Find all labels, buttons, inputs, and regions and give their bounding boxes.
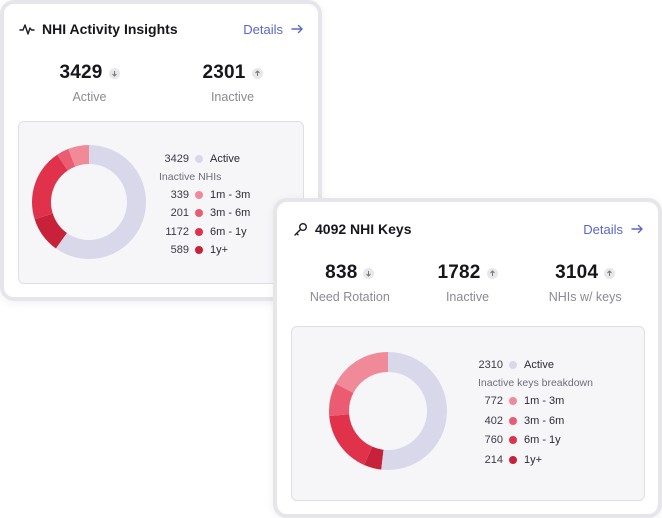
legend-dot: [509, 397, 517, 406]
legend-label: 1y+: [210, 244, 229, 257]
legend: 2310 Active Inactive keys breakdown 772 …: [478, 355, 638, 470]
legend-value: 2310: [478, 358, 503, 371]
legend-value: 402: [484, 414, 503, 427]
card-header: 4092 NHI Keys Details: [291, 220, 644, 238]
stats-row: 3429 Active 2301 Inactive: [18, 62, 304, 104]
arrow-right-icon: [291, 24, 304, 34]
donut-slice-6m-1y: [329, 414, 373, 465]
breakdown-panel: 2310 Active Inactive keys breakdown 772 …: [291, 326, 645, 501]
legend-value: 201: [170, 207, 189, 220]
arrow-up-icon: [604, 267, 616, 279]
stat-active: 3429 Active: [18, 62, 161, 104]
legend-dot: [509, 436, 517, 445]
donut-slice-6m-1y: [31, 154, 68, 220]
breakdown-panel: 3429 Active Inactive NHIs 339 1m - 3m 20…: [18, 121, 304, 284]
donut-slice-1y-: [364, 446, 384, 470]
donut-slice-3m-6m: [329, 383, 354, 416]
legend-label: 3m - 6m: [210, 207, 251, 220]
card-header: NHI Activity Insights Details: [18, 20, 304, 38]
legend-value: 760: [484, 434, 503, 447]
legend-dot: [195, 227, 203, 236]
legend-dot: [509, 360, 517, 369]
stat-label: Inactive: [445, 290, 490, 304]
donut-slice-1m-3m: [335, 352, 388, 393]
details-link[interactable]: Details: [583, 222, 644, 237]
legend-value: 3429: [164, 153, 189, 166]
details-label: Details: [243, 21, 283, 37]
stat-inactive: 1782 Inactive: [409, 262, 527, 304]
legend-label: 1m - 3m: [524, 395, 565, 408]
stat-value: 838: [325, 262, 358, 283]
activity-pulse-icon: [18, 20, 36, 38]
stat-value: 3429: [59, 62, 103, 83]
legend-dot: [195, 190, 203, 199]
stat-value: 1782: [437, 262, 481, 283]
card-title: 4092 NHI Keys: [315, 221, 412, 237]
legend-value: 1172: [165, 225, 189, 238]
details-link[interactable]: Details: [243, 22, 304, 37]
legend-value: 214: [484, 453, 503, 466]
legend-row-active: 3429 Active: [159, 150, 299, 169]
donut-slice-3m-6m: [57, 148, 76, 171]
legend-value: 589: [170, 244, 189, 257]
legend-row: 760 6m - 1y: [478, 431, 638, 451]
details-label: Details: [583, 221, 623, 237]
arrow-up-icon: [486, 267, 498, 279]
legend-dot: [509, 455, 517, 464]
legend-dot: [195, 155, 203, 164]
legend-label: Active: [210, 153, 240, 166]
key-icon: [291, 220, 309, 238]
nhi-activity-insights-card: NHI Activity Insights Details 3429 Activ…: [0, 0, 322, 301]
stat-value: 2301: [202, 62, 246, 83]
arrow-down-icon: [108, 67, 120, 79]
legend-row: 402 3m - 6m: [478, 411, 638, 431]
legend-row: 214 1y+: [478, 450, 638, 470]
donut-slice-1m-3m: [68, 145, 89, 167]
legend-row: 589 1y+: [159, 241, 299, 260]
stats-row: 838 Need Rotation 1782 Inactive 3104: [291, 262, 644, 304]
legend-value: 772: [484, 395, 503, 408]
legend-row: 772 1m - 3m: [478, 392, 638, 412]
nhi-keys-card: 4092 NHI Keys Details 838 Need Rotation …: [273, 198, 662, 518]
arrow-up-icon: [251, 67, 263, 79]
stat-inactive: 2301 Inactive: [161, 62, 304, 104]
stat-nhis-with-keys: 3104 NHIs w/ keys: [526, 262, 644, 304]
legend-row: 339 1m - 3m: [159, 186, 299, 205]
legend-dot: [195, 209, 203, 218]
arrow-down-icon: [363, 267, 375, 279]
stat-label: NHIs w/ keys: [548, 290, 622, 304]
legend-section-label: Inactive NHIs: [159, 171, 222, 183]
stat-value: 3104: [555, 262, 599, 283]
legend-label: 6m - 1y: [210, 225, 247, 238]
stat-need-rotation: 838 Need Rotation: [291, 262, 409, 304]
legend-row-active: 2310 Active: [478, 355, 638, 375]
legend-label: 1m - 3m: [210, 188, 251, 201]
legend-label: 6m - 1y: [524, 434, 561, 447]
arrow-right-icon: [631, 224, 644, 234]
legend-label: Active: [524, 358, 554, 371]
legend-dot: [509, 416, 517, 425]
legend-section-label: Inactive keys breakdown: [478, 377, 593, 389]
stat-label: Inactive: [210, 90, 255, 104]
donut-slice-active: [55, 145, 146, 259]
legend-label: 3m - 6m: [524, 414, 565, 427]
legend-label: 1y+: [524, 453, 543, 466]
donut-slice-1y-: [34, 213, 67, 249]
donut-chart: [329, 352, 447, 470]
legend-row: 201 3m - 6m: [159, 204, 299, 223]
legend-dot: [195, 246, 203, 255]
legend: 3429 Active Inactive NHIs 339 1m - 3m 20…: [159, 150, 299, 260]
card-title: NHI Activity Insights: [42, 21, 178, 37]
legend-row: 1172 6m - 1y: [159, 223, 299, 242]
donut-slice-active: [381, 352, 447, 470]
stat-label: Active: [72, 90, 107, 104]
legend-value: 339: [170, 188, 189, 201]
donut-chart: [31, 145, 146, 259]
stat-label: Need Rotation: [309, 290, 390, 304]
